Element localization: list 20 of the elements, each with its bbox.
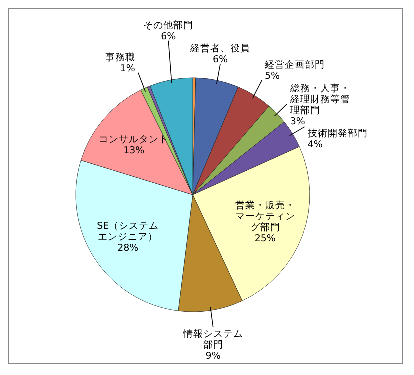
data-label: 25%	[254, 233, 276, 244]
slice-label: その他部門	[144, 19, 194, 32]
slice-label: 情報システム部門	[182, 328, 244, 351]
data-label: 4%	[308, 140, 323, 151]
slice-label: SE（システムエンジニア）	[97, 220, 160, 243]
slice-label: 総務・人事・経理財務等管理部門	[289, 82, 350, 117]
slice-label: 営業・販売・マーケティング部門	[235, 199, 296, 234]
slice-label: コンサルタント	[99, 134, 170, 146]
data-label: 1%	[120, 63, 136, 74]
slice-label: 技術開発部門	[306, 128, 368, 140]
data-label: 3%	[290, 116, 306, 128]
data-label: 9%	[206, 350, 221, 362]
data-label: 6%	[213, 54, 228, 66]
slice-label: 経営者、役員	[190, 42, 251, 54]
data-label: 13%	[124, 145, 145, 156]
data-label: 6%	[161, 31, 176, 42]
slice-label: 経営企画部門	[264, 59, 326, 72]
data-label: 28%	[118, 242, 139, 254]
data-label: 5%	[265, 71, 280, 82]
slice-label: 事務職	[105, 51, 136, 64]
